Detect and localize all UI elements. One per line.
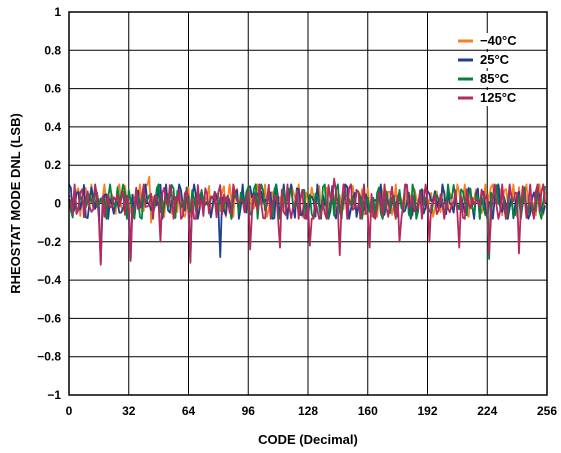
x-axis-label: CODE (Decimal) [258, 432, 358, 447]
y-tick-label: 0.4 [44, 120, 61, 134]
legend-label-25-c: 25°C [480, 52, 510, 67]
x-tick-label: 96 [242, 404, 256, 418]
y-tick-label: 0.6 [44, 82, 61, 96]
y-tick-label: 0 [54, 197, 61, 211]
y-tick-label: 1 [54, 5, 61, 19]
y-tick-label: 0.8 [44, 43, 61, 57]
legend-label-85-c: 85°C [480, 71, 510, 86]
legend-bg [456, 33, 542, 49]
y-tick-label: −0.2 [37, 235, 61, 249]
x-tick-label: 192 [417, 404, 437, 418]
x-tick-label: 128 [298, 404, 318, 418]
y-tick-label: −0.8 [37, 350, 61, 364]
y-tick-labels: 1 0.8 0.6 0.4 0.2 0 −0.2 −0.4 −0.6 −0.8 −1 [37, 5, 61, 402]
x-tick-label: 64 [182, 404, 196, 418]
plot-frame [68, 11, 548, 396]
x-tick-label: 256 [537, 404, 557, 418]
legend: −40°C 25°C 85°C 125°C [456, 33, 542, 106]
y-tick-label: −0.6 [37, 311, 61, 325]
legend-bg [456, 52, 542, 68]
y-tick-label: −1 [47, 388, 61, 402]
y-tick-label: 0.2 [44, 158, 61, 172]
x-tick-label: 0 [66, 404, 73, 418]
y-axis-label: RHEOSTAT MODE DNL (LSB) [8, 113, 23, 294]
x-tick-label: 224 [477, 404, 497, 418]
x-tick-labels: 0 32 64 96 128 160 192 224 256 [66, 404, 558, 418]
series-line-125-c [68, 177, 547, 266]
legend-label-40-c: −40°C [480, 33, 517, 48]
series-layer [68, 175, 547, 266]
legend-bg [456, 71, 542, 87]
legend-label-125-c: 125°C [480, 90, 517, 105]
x-tick-label: 160 [358, 404, 378, 418]
x-tick-label: 32 [122, 404, 136, 418]
legend-bg [456, 90, 542, 106]
y-tick-label: −0.4 [37, 273, 61, 287]
